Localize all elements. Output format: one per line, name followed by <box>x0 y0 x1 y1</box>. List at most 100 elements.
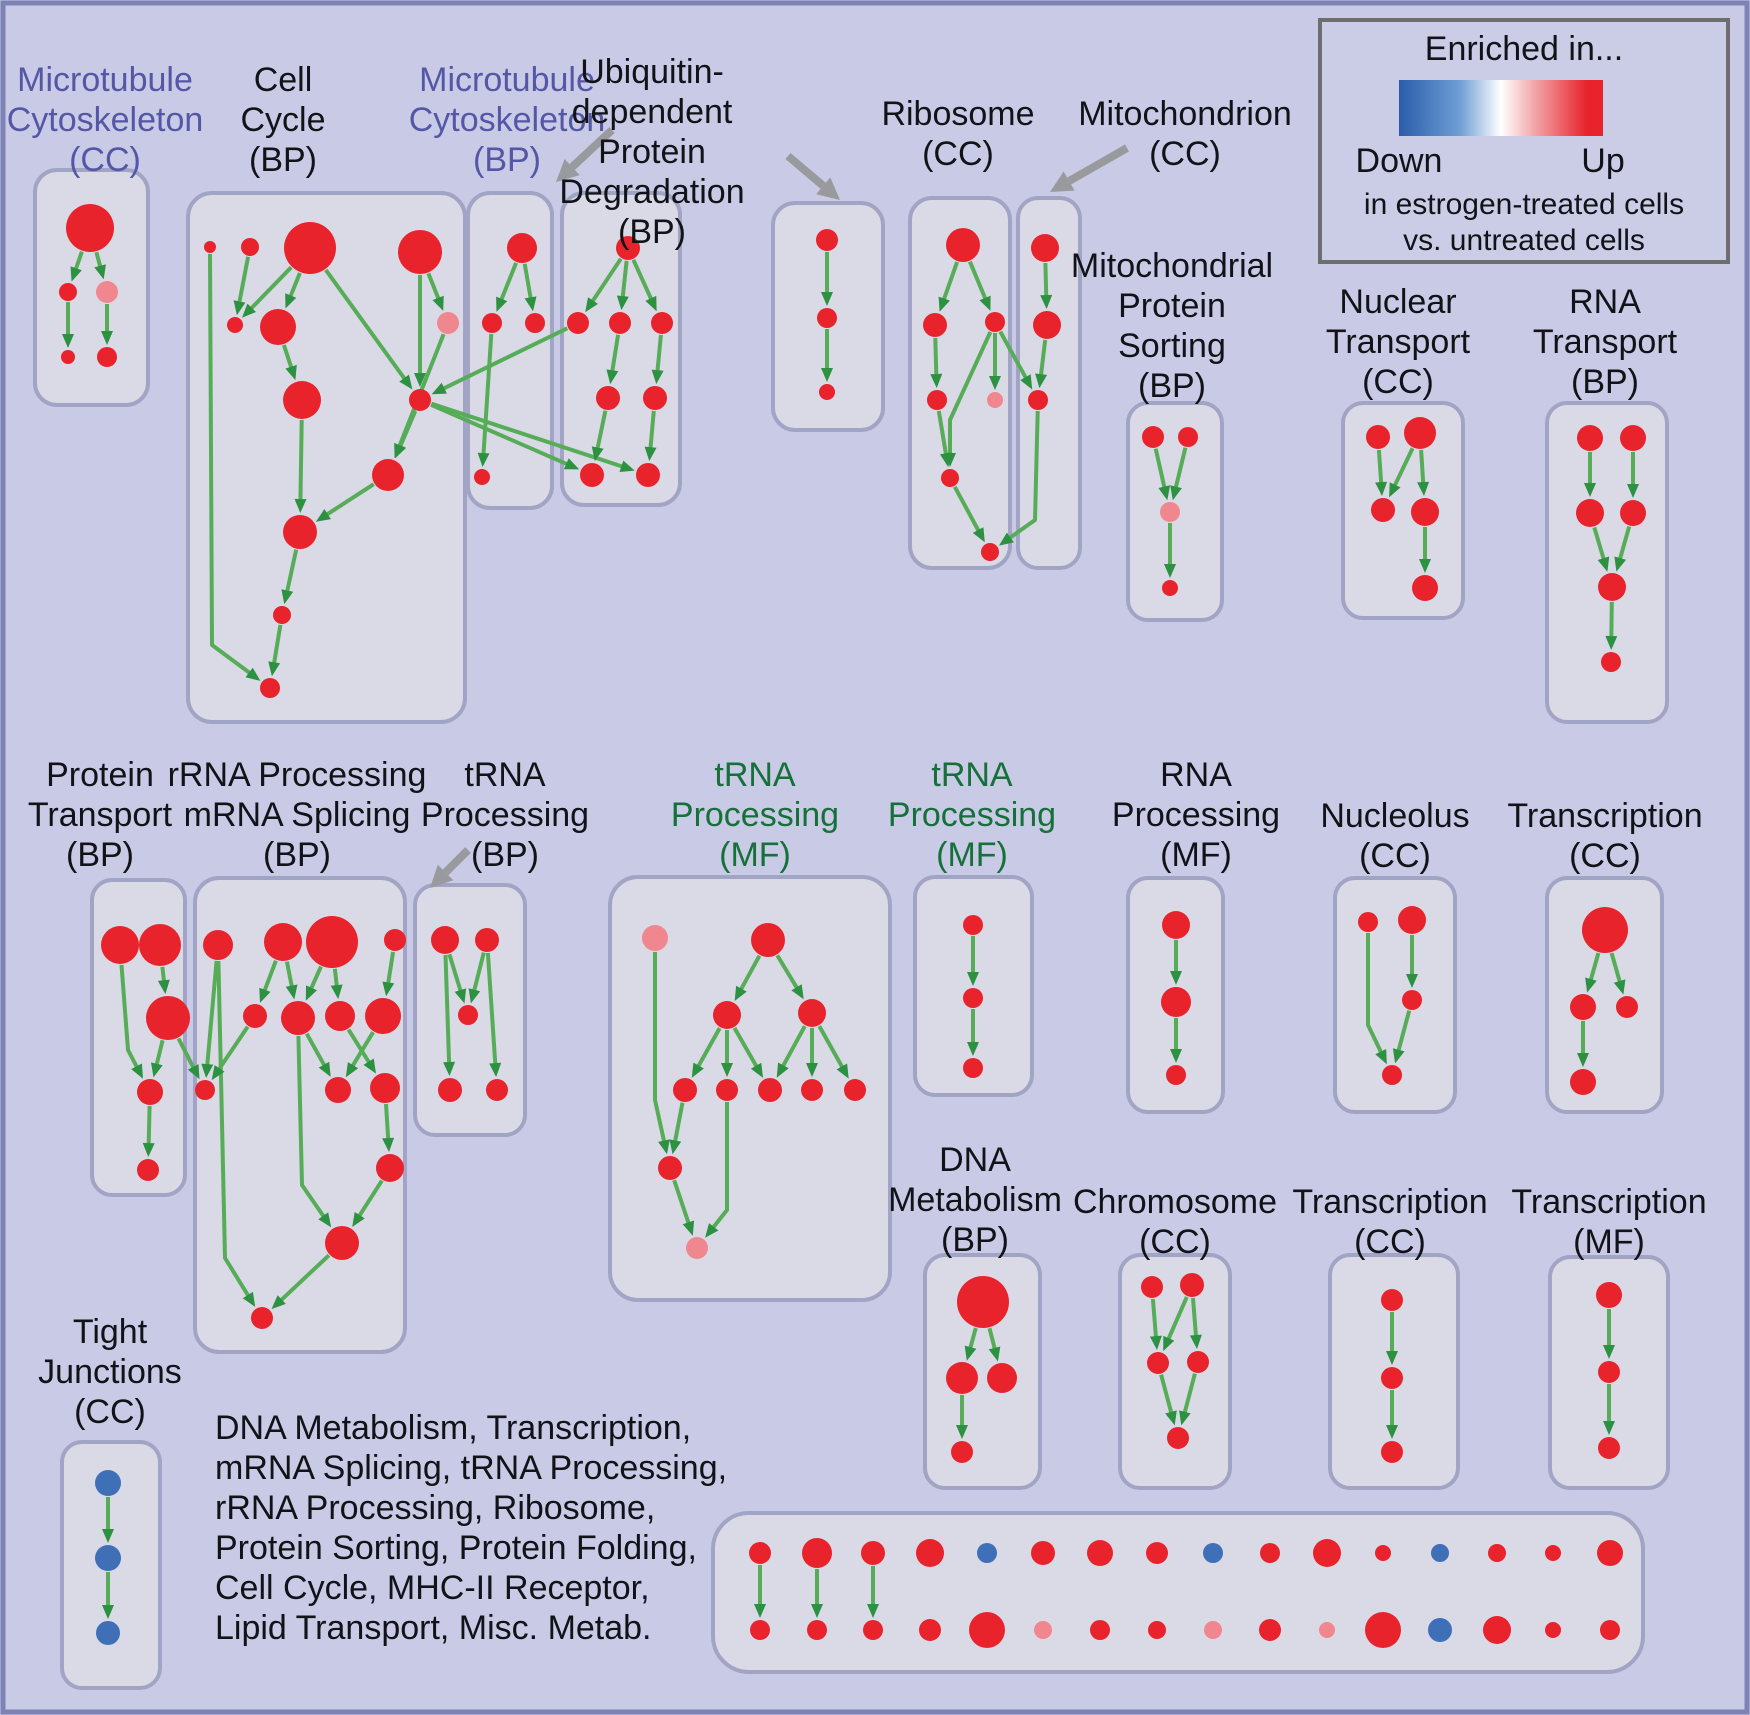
node-rr5-red <box>195 1080 215 1100</box>
node-bt7-red <box>1087 1540 1113 1566</box>
edge-pt4-pt5 <box>146 1105 152 1148</box>
edge-l-m <box>284 549 299 595</box>
edge-arrowhead-ch2-ch4 <box>1189 1334 1202 1349</box>
edge-arrowhead-u3-u5 <box>606 369 619 385</box>
cluster-label-line: Processing <box>887 796 1057 835</box>
node-s4-red <box>1162 580 1178 596</box>
cluster-label-line: Cytoskeleton <box>408 101 606 140</box>
node-bb2-red <box>807 1620 827 1640</box>
legend-box: Enriched in... Down Up in estrogen-treat… <box>1318 18 1730 264</box>
edge-arrowhead-s1-s3 <box>1158 485 1171 501</box>
edge-arrowhead-f-i <box>285 364 297 381</box>
node-q5-red <box>97 347 117 367</box>
edge-u5-u8 <box>594 410 608 452</box>
edge-arrowhead-rr8-rr11 <box>363 1058 376 1074</box>
cluster-label-line: (BP) <box>471 836 539 875</box>
cluster-label-trna-bp: tRNA Processing (BP) <box>295 755 715 875</box>
edge-arrowhead-c-e <box>242 303 256 318</box>
edge-mf4-mf9 <box>817 1025 846 1071</box>
edge-arrowhead-d-j <box>414 373 426 387</box>
node-rr7-red <box>281 1001 315 1035</box>
edge-arrowhead-o2-o3 <box>967 1042 979 1056</box>
edge-arrowhead-d2-d4 <box>956 1425 968 1439</box>
edge-rr7-rr13 <box>296 1035 328 1221</box>
legend-subtitle-1: in estrogen-treated cells <box>1363 188 1685 221</box>
node-bb9-pink <box>1204 1621 1222 1639</box>
cluster-label-line: (BP) <box>249 141 317 180</box>
edge-arrowhead-mf4-mf7 <box>776 1062 789 1078</box>
edge-arrowhead-t1-t3 <box>1375 481 1388 496</box>
cluster-box-chromosome <box>1118 1253 1232 1490</box>
edge-tb2-tb5 <box>485 952 498 1068</box>
node-bt16-red <box>1597 1540 1623 1566</box>
edge-tb1-tb3 <box>447 953 464 995</box>
edge-arrowhead-rr3-rr7 <box>305 985 317 1001</box>
edge-arrowhead-u1-u4 <box>645 295 657 312</box>
cluster-label-line: tRNA <box>931 756 1013 794</box>
edge-ch2-ch3 <box>1165 1296 1189 1343</box>
edge-rr13-rr14 <box>277 1253 331 1304</box>
node-mf4-red <box>798 999 826 1027</box>
cluster-label-trna-mf-1: tRNA Processing (MF) <box>545 755 965 875</box>
edge-arrowhead-rr2-rr7 <box>285 984 298 1000</box>
node-bb3-red <box>863 1620 883 1640</box>
node-c1-red <box>1162 911 1190 939</box>
cluster-label-line: Sorting <box>1118 327 1226 366</box>
cluster-label-line: Cytoskeleton <box>6 101 204 140</box>
node-v1-red <box>816 229 838 251</box>
cluster-label-line: Transport <box>1325 323 1471 362</box>
edge-arrowhead-s2-s3 <box>1170 485 1182 501</box>
cluster-label-line: (CC) <box>1149 135 1221 174</box>
edge-j-u9 <box>430 401 626 470</box>
cluster-label-line: tRNA <box>714 756 796 794</box>
node-tb1-red <box>431 926 459 954</box>
cluster-label-line: (MF) <box>1573 1223 1645 1262</box>
edge-ch4-ch5 <box>1181 1373 1197 1417</box>
edge-arrowhead-tb2-tb5 <box>489 1062 502 1077</box>
edge-arrowhead-v2-v3 <box>821 368 833 382</box>
label-pointer-arrow-2 <box>1067 144 1129 185</box>
node-nu2-red <box>1398 906 1426 934</box>
edge-rr2-rr6 <box>261 959 278 995</box>
cluster-label-line: (CC) <box>74 1393 146 1432</box>
edge-mf5-mf10 <box>672 1102 685 1145</box>
edge-arrowhead-rr13-rr14 <box>271 1295 286 1310</box>
node-u5-red <box>596 386 620 410</box>
cluster-label-line: Degradation <box>559 173 745 212</box>
edge-arrowhead-o1-o2 <box>967 972 979 986</box>
cluster-label-line: (BP) <box>263 836 331 875</box>
cluster-label-line: mRNA Splicing <box>183 796 411 835</box>
edge-r1-r3 <box>968 260 989 303</box>
edge-arrowhead-z1-z3 <box>1584 483 1596 497</box>
edge-arrowhead-mf4-mf9 <box>836 1063 849 1079</box>
edge-arrowhead-rr2-rr6 <box>259 987 271 1003</box>
node-bt6-red <box>1031 1541 1055 1565</box>
node-a-red <box>204 241 216 253</box>
cluster-label-line: Junctions <box>38 1353 182 1392</box>
edge-arrowhead-tc1-tc2a <box>1585 977 1597 993</box>
node-s3-pink <box>1160 502 1180 522</box>
node-z6-red <box>1601 652 1621 672</box>
edge-tc1-tc2b <box>1609 952 1623 986</box>
edge-arrowhead-rr1-rr14 <box>242 1291 256 1307</box>
cluster-box-dna-metabolism <box>923 1253 1042 1490</box>
cluster-label-transcription-mf: Transcription (MF) <box>1399 1182 1750 1262</box>
edge-nu3-nu4 <box>1395 1010 1412 1055</box>
node-nu4-red <box>1382 1065 1402 1085</box>
edge-arrowhead-p1-p2 <box>496 296 508 312</box>
edge-arrowhead-mf10-mf11 <box>682 1220 695 1236</box>
node-pt5-red <box>137 1159 159 1181</box>
node-bb6-pink <box>1034 1621 1052 1639</box>
node-u1-red <box>616 236 640 260</box>
edge-arrowhead-r6-r7 <box>972 527 985 543</box>
node-bb10-red <box>1259 1619 1281 1641</box>
node-q4-red <box>61 350 75 364</box>
edge-mf6-mf11 <box>709 1102 729 1232</box>
node-t4-red <box>1411 498 1439 526</box>
node-tb4-red <box>438 1078 462 1102</box>
cluster-label-line: Processing <box>670 796 840 835</box>
node-t3-red <box>1371 498 1395 522</box>
cluster-label-line: Microtubule <box>419 61 595 99</box>
node-ch4-red <box>1187 1351 1209 1373</box>
cluster-box-trna-mf-2 <box>913 875 1034 1097</box>
